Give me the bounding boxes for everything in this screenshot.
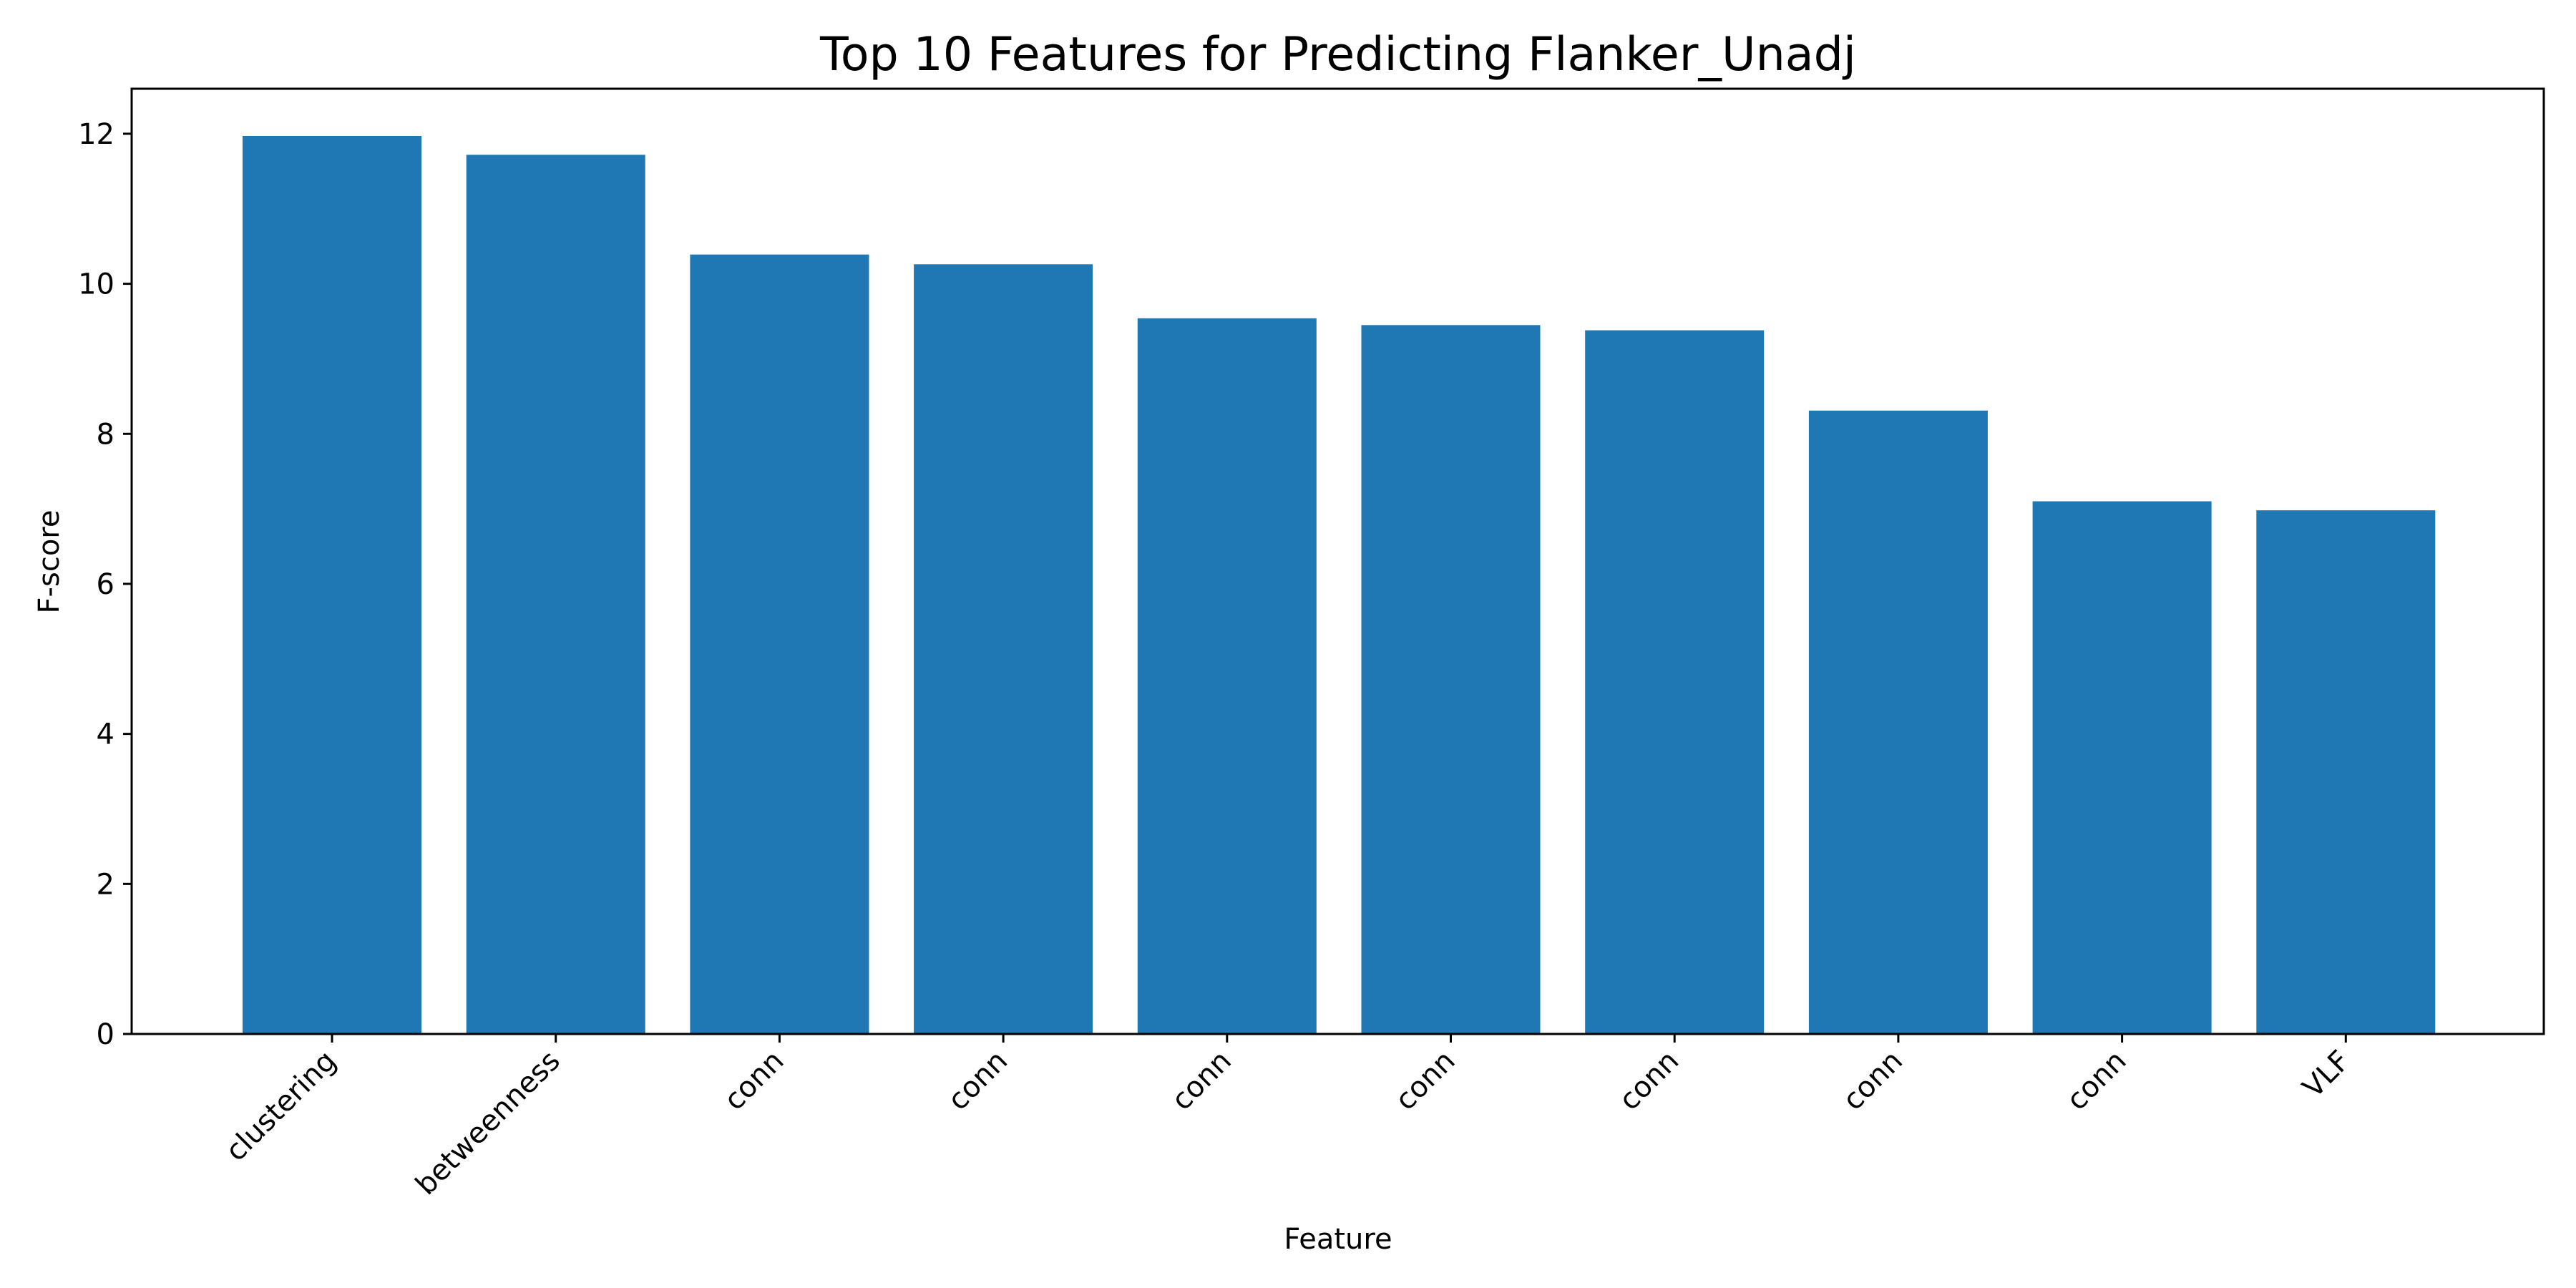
- bar-series: [243, 136, 2436, 1035]
- y-tick-label: 6: [97, 568, 114, 601]
- x-tick-label: betweenness: [409, 1045, 567, 1202]
- x-tick-label: conn: [1166, 1045, 1238, 1117]
- x-tick-label: VLF: [2296, 1045, 2356, 1105]
- x-axis: clustering betweenness conn conn conn conn con…: [220, 1034, 2356, 1202]
- y-tick-label: 10: [78, 268, 114, 301]
- bar-6: [1585, 330, 1765, 1035]
- y-tick-label: 12: [78, 118, 114, 151]
- x-tick-label: conn: [1389, 1045, 1461, 1117]
- x-tick-label: clustering: [220, 1045, 343, 1168]
- y-axis: 0 2 4 6 8 10 12: [78, 118, 132, 1051]
- bar-9: [2256, 510, 2436, 1034]
- bar-4: [1137, 318, 1317, 1034]
- y-tick-label: 2: [97, 868, 114, 901]
- bar-0: [243, 136, 421, 1034]
- x-axis-label: Feature: [1284, 1223, 1392, 1256]
- y-tick-label: 8: [97, 418, 114, 451]
- bar-3: [914, 264, 1093, 1034]
- chart-title: Top 10 Features for Predicting Flanker_U…: [819, 28, 1856, 82]
- bar-5: [1361, 325, 1541, 1035]
- bar-2: [690, 254, 869, 1035]
- bar-8: [2032, 501, 2212, 1034]
- bar-7: [1808, 410, 1988, 1034]
- y-tick-label: 4: [97, 718, 114, 751]
- bar-1: [466, 155, 645, 1034]
- x-tick-label: conn: [1837, 1045, 1909, 1117]
- y-axis-label: F-score: [33, 510, 66, 614]
- plot-frame: [130, 87, 2545, 1035]
- x-tick-label: conn: [2060, 1045, 2132, 1117]
- x-tick-label: conn: [718, 1045, 790, 1117]
- x-tick-label: conn: [942, 1045, 1014, 1117]
- x-tick-label: conn: [1613, 1045, 1685, 1117]
- y-tick-label: 0: [97, 1018, 114, 1051]
